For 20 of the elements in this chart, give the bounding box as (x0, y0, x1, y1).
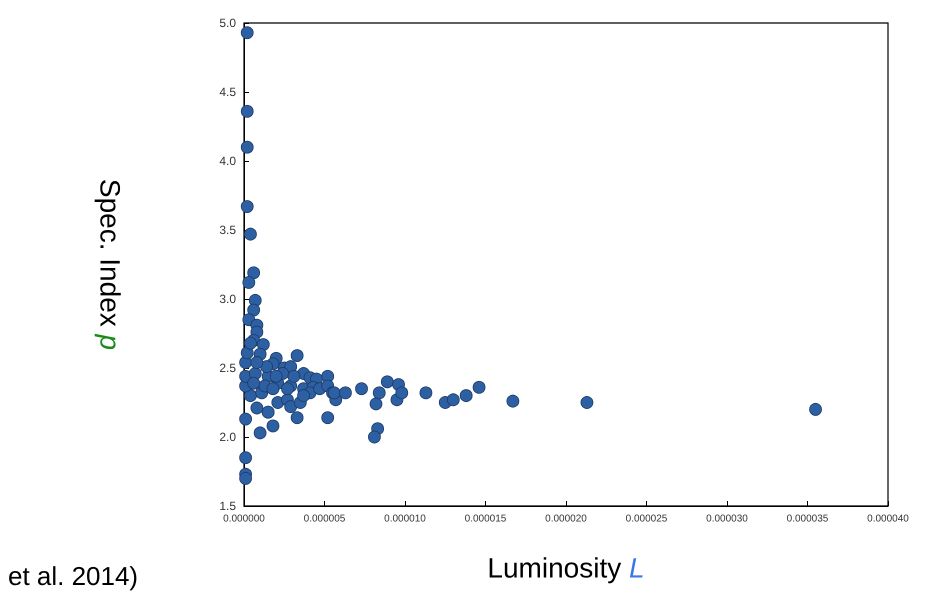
x-tick-label: 0.000030 (706, 514, 748, 524)
y-tick-label: 4.0 (219, 154, 236, 168)
x-axis-title: Luminosity L (487, 552, 645, 584)
y-tick-label: 2.0 (219, 430, 236, 444)
x-tick-label: 0.000020 (545, 514, 588, 524)
y-tick-label: 3.0 (219, 292, 236, 306)
y-tick-label: 5.0 (219, 16, 236, 30)
y-tick-label: 1.5 (219, 499, 236, 513)
x-tick-label: 0.000000 (223, 514, 266, 524)
y-tick-label: 4.5 (219, 85, 236, 99)
x-tick-label: 0.000010 (384, 514, 426, 524)
x-tick-label: 0.000040 (867, 514, 910, 524)
y-tick-label: 3.5 (219, 223, 236, 237)
x-tick-label: 0.000005 (304, 514, 346, 524)
x-tick-label: 0.000035 (786, 514, 829, 524)
y-tick-label: 2.5 (219, 361, 236, 375)
text: et al. 2014) (8, 561, 138, 591)
x-tick-label: 0.000025 (626, 514, 668, 524)
x-tick-label: 0.000015 (464, 514, 507, 524)
y-axis-title: Spec. Index p (94, 178, 126, 350)
